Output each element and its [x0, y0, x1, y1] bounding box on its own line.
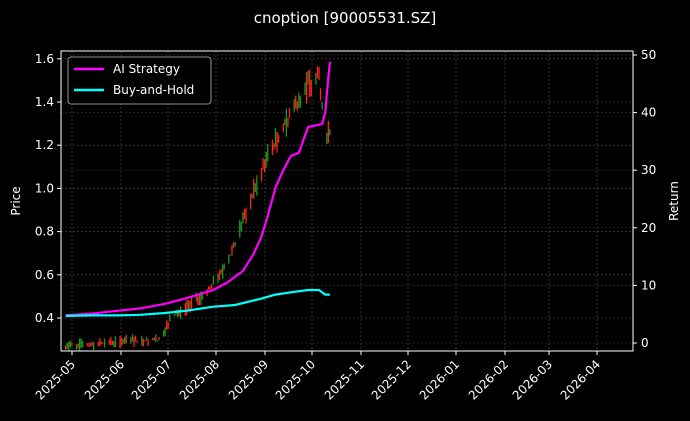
y-tick-label: 1.6 [35, 52, 54, 66]
x-tick-label: 2025-09 [226, 357, 271, 402]
chart-title: cnoption [90005531.SZ] [253, 9, 437, 27]
y2-tick-label: 10 [641, 278, 656, 292]
y-tick-label: 1.0 [35, 181, 54, 195]
x-tick-label: 2025-11 [322, 357, 367, 402]
grid-lines [61, 51, 633, 351]
series-line [65, 288, 330, 317]
x-tick-label: 2025-10 [273, 357, 318, 402]
x-tick-label: 2025-07 [129, 357, 174, 402]
series-line [65, 61, 331, 317]
y2-tick-label: 0 [641, 336, 649, 350]
plot-frame [60, 50, 634, 352]
x-tick-label: 2026-02 [466, 357, 511, 402]
y-axis-label: Price [9, 186, 23, 215]
legend-entry: AI Strategy [113, 62, 180, 76]
y-tick-label: 1.4 [35, 95, 54, 109]
x-tick-label: 2025-05 [33, 357, 78, 402]
y2-axis-label: Return [667, 181, 681, 221]
y2-tick-label: 50 [641, 48, 656, 62]
x-tick-label: 2026-01 [417, 357, 462, 402]
x-tick-label: 2025-12 [369, 357, 414, 402]
legend-entry: Buy-and-Hold [113, 83, 194, 97]
y-tick-label: 0.8 [35, 225, 54, 239]
legend: AI Strategy Buy-and-Hold [67, 56, 212, 105]
x-tick-label: 2025-08 [177, 357, 222, 402]
y2-tick-label: 40 [641, 106, 656, 120]
x-tick-label: 2026-03 [510, 357, 555, 402]
x-tick-label: 2026-04 [558, 357, 603, 402]
y-tick-label: 0.6 [35, 268, 54, 282]
y2-tick-label: 20 [641, 221, 656, 235]
y-tick-label: 1.2 [35, 138, 54, 152]
return-lines [65, 61, 331, 317]
x-tick-label: 2025-06 [82, 357, 127, 402]
y2-tick-label: 30 [641, 163, 656, 177]
y-tick-label: 0.4 [35, 311, 54, 325]
